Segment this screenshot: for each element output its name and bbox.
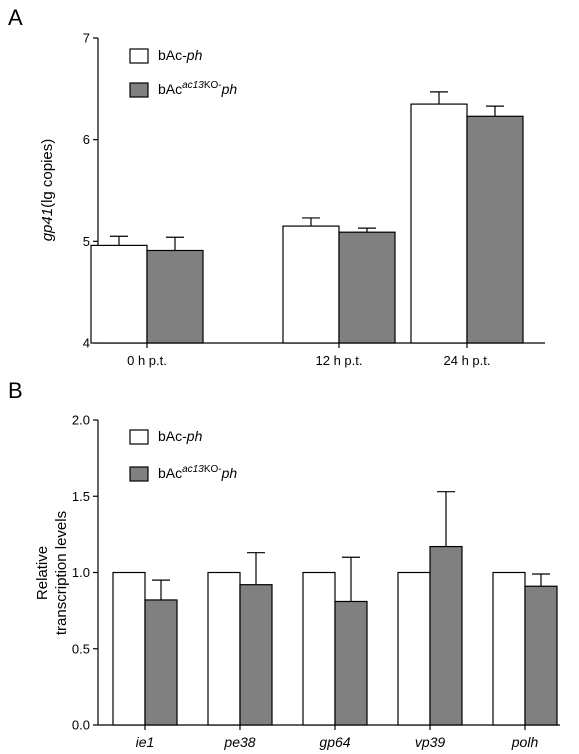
chart-a-legend-swatch-wt xyxy=(129,48,149,64)
chart-a-legend-suffix: KO- xyxy=(204,80,222,91)
chart-b-bar-wt xyxy=(492,571,526,726)
chart-a-category-label: 0 h p.t. xyxy=(127,353,167,368)
chart-a-legend-label-ko: bAcac13KO-ph xyxy=(158,80,237,97)
chart-b-y-axis-label-line1: Relative xyxy=(34,546,51,600)
chart-b-bar-wt xyxy=(207,571,241,726)
chart-b-y-tick-label: 1.0 xyxy=(72,565,90,580)
chart-a-y-tick-label: 7 xyxy=(83,31,90,46)
chart-a-bar-wt xyxy=(282,225,340,344)
chart-b-bar-ko xyxy=(524,585,558,726)
chart-b-category-label: polh xyxy=(511,734,539,750)
chart-a-y-axis-label-unit: (lg copies) xyxy=(39,139,56,208)
chart-b-y-axis-label-line2: transcription levels xyxy=(53,511,70,635)
chart-a-legend-italic: ph xyxy=(221,81,238,97)
chart-b-y-axis-label: Relative transcription levels xyxy=(34,511,70,635)
chart-a-y-axis-label-gene: gp41 xyxy=(39,208,56,241)
chart-a-category-label: 24 h p.t. xyxy=(444,353,491,368)
chart-b-y-tick-label: 2.0 xyxy=(72,413,90,428)
chart-b-legend-label-wt: bAc-ph xyxy=(158,428,203,444)
chart-a-legend-label-wt: bAc-ph xyxy=(158,47,203,63)
chart-b-bar-ko xyxy=(239,584,273,726)
chart-b-y-tick-label: 1.5 xyxy=(72,489,90,504)
chart-b-bar-ko xyxy=(144,599,178,726)
chart-a-legend-prefix: bAc xyxy=(158,81,182,97)
chart-b-category-label: ie1 xyxy=(136,734,155,750)
chart-a-y-tick-label: 6 xyxy=(83,132,90,147)
chart-a-legend-prefix: bAc- xyxy=(158,47,187,63)
chart-b-legend-prefix: bAc- xyxy=(158,428,187,444)
chart-a-category-label: 12 h p.t. xyxy=(316,353,363,368)
chart-b-legend-label-ko: bAcac13KO-ph xyxy=(158,464,237,481)
chart-a-y-tick-label: 5 xyxy=(83,234,90,249)
panel-a-letter: A xyxy=(8,5,23,30)
chart-b-category-label: gp64 xyxy=(319,734,350,750)
chart-b-category-label: pe38 xyxy=(223,734,255,750)
chart-b-legend-prefix: bAc xyxy=(158,465,182,481)
chart-a-bar-ko xyxy=(146,249,204,344)
chart-a-bar-wt xyxy=(90,244,148,344)
chart-b-legend-swatch-ko xyxy=(129,466,149,482)
chart-b-y-tick-label: 0.5 xyxy=(72,641,90,656)
chart-a-bar-ko xyxy=(338,231,396,344)
chart-a: 4 5 6 7 gp41(lg copies) 0 h p.t. 12 h p.t. 24 h… xyxy=(39,31,545,368)
chart-b-bar-wt xyxy=(397,571,431,726)
chart-b: 0.0 0.5 1.0 1.5 2.0 Relative transcription lev… xyxy=(34,413,560,750)
chart-a-legend-italic: ph xyxy=(186,47,203,63)
chart-b-category-label: vp39 xyxy=(415,734,446,750)
chart-b-legend-swatch-wt xyxy=(129,429,149,445)
chart-a-legend-superscript: ac13 xyxy=(182,80,204,91)
chart-a-legend-swatch-ko xyxy=(129,82,149,98)
chart-b-legend-italic: ph xyxy=(186,428,203,444)
chart-a-bar-ko xyxy=(466,115,524,344)
chart-a-y-axis-label: gp41(lg copies) xyxy=(39,139,56,242)
chart-b-bar-ko xyxy=(334,600,368,726)
chart-b-legend-superscript: ac13 xyxy=(182,464,204,475)
chart-b-y-tick-label: 0.0 xyxy=(72,718,90,733)
chart-b-bar-wt xyxy=(112,571,146,726)
chart-b-legend-italic: ph xyxy=(221,465,238,481)
chart-b-legend-suffix: KO- xyxy=(204,464,222,475)
chart-a-bar-wt xyxy=(410,103,468,344)
chart-a-y-tick-label: 4 xyxy=(83,336,90,351)
chart-b-bar-ko xyxy=(429,545,463,726)
panel-b-letter: B xyxy=(8,378,23,403)
chart-b-bar-wt xyxy=(302,571,336,726)
